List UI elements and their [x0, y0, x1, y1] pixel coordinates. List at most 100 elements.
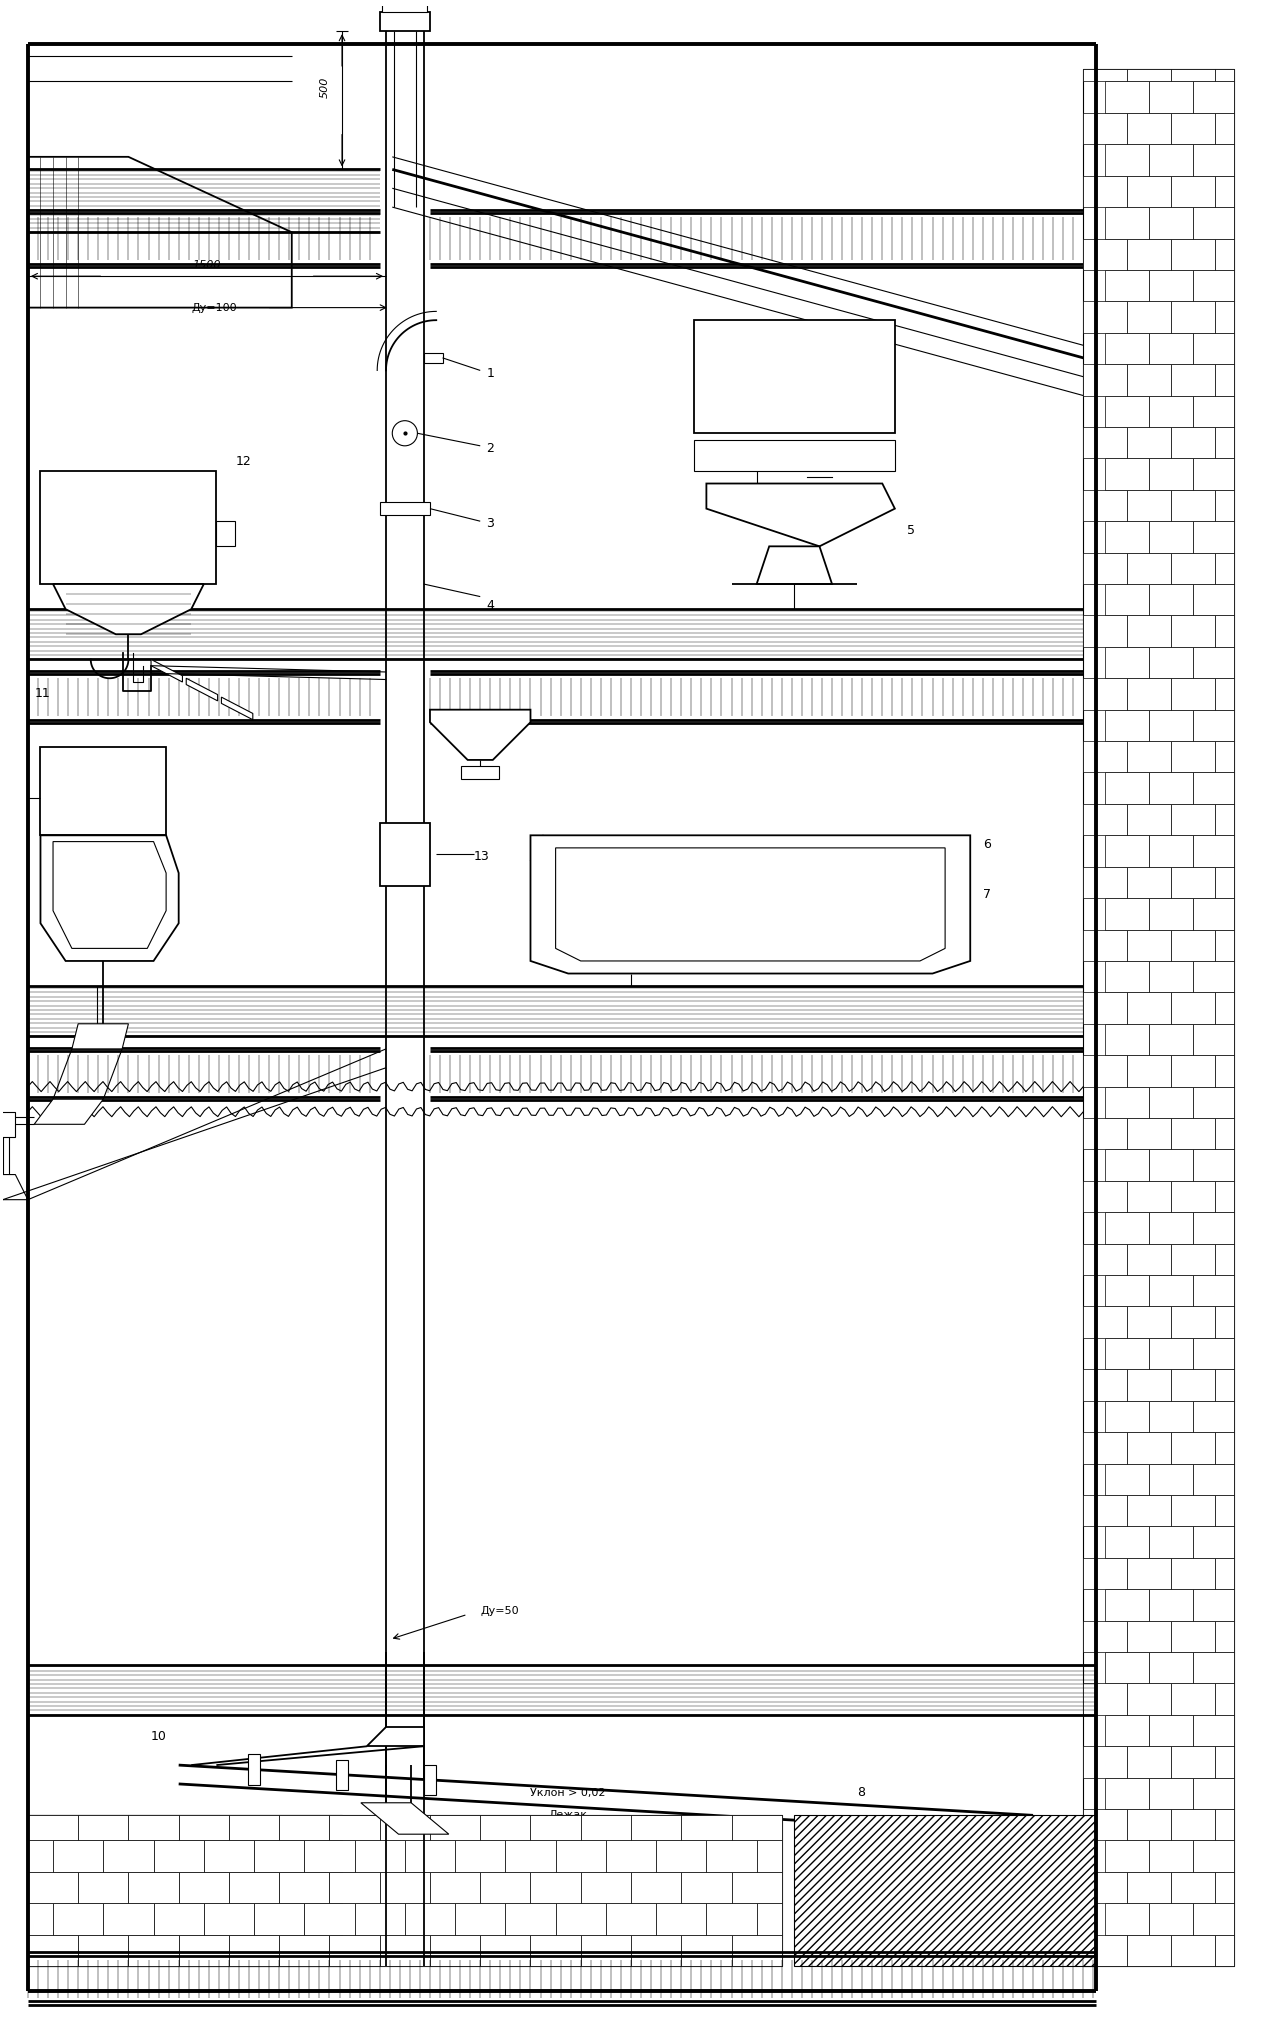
- Text: 3: 3: [487, 517, 495, 531]
- Bar: [1194, 710, 1234, 741]
- Bar: [1083, 1056, 1127, 1087]
- Bar: [505, 1903, 555, 1935]
- Bar: [247, 1754, 260, 1785]
- Text: Лежак: Лежак: [549, 1809, 588, 1819]
- Bar: [1083, 1683, 1127, 1716]
- Bar: [1215, 427, 1234, 458]
- Bar: [254, 1840, 304, 1872]
- Bar: [1106, 1400, 1150, 1433]
- Bar: [78, 1935, 129, 1966]
- Bar: [129, 1815, 179, 1840]
- Bar: [1083, 993, 1127, 1024]
- Bar: [179, 1935, 228, 1966]
- Bar: [1150, 1779, 1194, 1809]
- Bar: [203, 1840, 254, 1872]
- Bar: [1215, 554, 1234, 584]
- Bar: [1150, 1716, 1194, 1746]
- Bar: [481, 1815, 530, 1840]
- Bar: [1171, 427, 1215, 458]
- Bar: [1127, 804, 1171, 834]
- Bar: [1194, 1337, 1234, 1370]
- Bar: [1106, 1526, 1150, 1557]
- Bar: [1127, 1809, 1171, 1840]
- Bar: [1194, 773, 1234, 804]
- Bar: [1083, 554, 1127, 584]
- Bar: [1215, 1935, 1234, 1966]
- Bar: [1150, 1024, 1194, 1056]
- Bar: [1083, 1433, 1127, 1463]
- Bar: [1083, 1117, 1127, 1150]
- Bar: [1083, 69, 1234, 1966]
- Bar: [1083, 1620, 1127, 1652]
- Bar: [456, 1840, 505, 1872]
- Bar: [129, 1872, 179, 1903]
- Bar: [279, 1935, 329, 1966]
- Bar: [28, 1935, 78, 1966]
- Bar: [1150, 521, 1194, 554]
- Bar: [1127, 238, 1171, 271]
- Text: 1500: 1500: [193, 260, 221, 271]
- Bar: [1106, 1903, 1150, 1935]
- Bar: [1194, 144, 1234, 175]
- Bar: [1106, 521, 1150, 554]
- Bar: [1171, 1433, 1215, 1463]
- Bar: [1127, 301, 1171, 334]
- Bar: [1127, 1746, 1171, 1779]
- Bar: [1194, 1087, 1234, 1117]
- Bar: [1171, 867, 1215, 897]
- Bar: [1106, 1463, 1150, 1496]
- Bar: [40, 747, 167, 834]
- Bar: [1171, 1746, 1215, 1779]
- Bar: [28, 1815, 78, 1840]
- Bar: [1106, 773, 1150, 804]
- Bar: [1194, 334, 1234, 364]
- Bar: [103, 1903, 154, 1935]
- Bar: [1127, 1872, 1171, 1903]
- Polygon shape: [430, 710, 530, 759]
- Bar: [1171, 1557, 1215, 1589]
- Bar: [304, 1903, 355, 1935]
- Bar: [1171, 1935, 1215, 1966]
- Bar: [329, 1815, 342, 1840]
- Bar: [1083, 1306, 1127, 1337]
- Bar: [1127, 364, 1171, 395]
- Bar: [1171, 993, 1215, 1024]
- Bar: [1194, 1150, 1234, 1180]
- Bar: [1215, 741, 1234, 773]
- Bar: [1171, 238, 1215, 271]
- Bar: [1171, 930, 1215, 961]
- Polygon shape: [72, 1024, 129, 1048]
- Bar: [304, 1840, 355, 1872]
- Bar: [1127, 554, 1171, 584]
- Bar: [279, 1815, 329, 1840]
- Bar: [681, 1815, 732, 1840]
- Bar: [1083, 930, 1127, 961]
- Text: 10: 10: [150, 1730, 167, 1742]
- Text: 6: 6: [983, 838, 991, 851]
- Bar: [279, 1872, 329, 1903]
- Bar: [1106, 1150, 1150, 1180]
- Bar: [1194, 1213, 1234, 1243]
- Polygon shape: [0, 1111, 15, 1138]
- Bar: [1150, 208, 1194, 238]
- Bar: [1083, 112, 1127, 144]
- Bar: [1127, 175, 1171, 208]
- Bar: [1171, 1683, 1215, 1716]
- Bar: [1194, 1652, 1234, 1683]
- Bar: [1106, 1779, 1150, 1809]
- Bar: [631, 1935, 681, 1966]
- Bar: [1083, 238, 1127, 271]
- Bar: [1194, 81, 1234, 112]
- Bar: [1171, 175, 1215, 208]
- Bar: [78, 1935, 129, 1966]
- Bar: [1083, 1809, 1127, 1840]
- Bar: [40, 470, 216, 584]
- Bar: [1194, 458, 1234, 490]
- Bar: [28, 1872, 78, 1903]
- Bar: [1127, 1433, 1171, 1463]
- Bar: [1215, 993, 1234, 1024]
- Bar: [103, 1840, 154, 1872]
- Bar: [581, 1872, 631, 1903]
- Bar: [1194, 1463, 1234, 1496]
- Bar: [1127, 69, 1171, 81]
